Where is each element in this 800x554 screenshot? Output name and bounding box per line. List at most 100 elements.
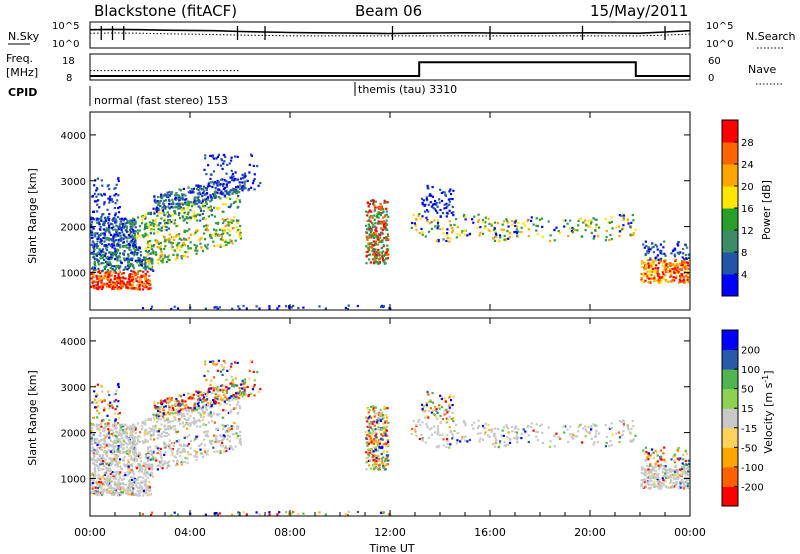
power-cell	[192, 187, 195, 190]
power-cell	[168, 238, 171, 241]
velocity-cell	[221, 399, 224, 402]
power-cell	[148, 221, 151, 224]
velocity-cell	[199, 448, 202, 451]
power-y-tick-label: 4000	[61, 131, 86, 142]
velocity-cell	[125, 463, 129, 466]
nsearch-tick-high: 10^5	[706, 21, 733, 32]
power-cell	[142, 288, 145, 291]
velocity-cell	[380, 453, 383, 456]
power-cell	[153, 195, 156, 198]
velocity-cell	[108, 457, 111, 460]
power-cell	[151, 248, 154, 251]
velocity-cell	[101, 462, 104, 465]
velocity-cell	[113, 487, 116, 491]
power-cell	[103, 221, 106, 224]
power-cell	[427, 203, 430, 206]
power-cell	[372, 234, 375, 237]
velocity-cell	[147, 446, 150, 449]
velocity-cell	[204, 360, 207, 363]
power-cell	[681, 260, 684, 263]
velocity-cell	[132, 435, 135, 438]
power-cell	[133, 275, 136, 278]
power-cell	[381, 228, 385, 231]
power-cell	[121, 231, 124, 234]
power-cell	[178, 237, 181, 240]
velocity-cell	[370, 433, 373, 436]
power-cell	[687, 264, 690, 267]
power-cell	[141, 262, 144, 265]
velocity-cell	[372, 439, 375, 442]
power-cell	[434, 200, 437, 203]
velocity-cell	[381, 417, 384, 420]
power-cell	[111, 200, 114, 203]
power-cell	[170, 220, 173, 223]
cpid-panel: CPID normal (fast stereo) 153 themis (ta…	[8, 82, 457, 107]
power-cell	[385, 236, 388, 239]
power-cell	[184, 250, 187, 254]
power-cell	[144, 249, 147, 253]
velocity-cell	[103, 427, 106, 430]
velocity-cell	[153, 404, 156, 407]
power-cell	[374, 206, 377, 209]
power-cell	[136, 275, 139, 279]
velocity-cell	[158, 464, 161, 467]
velocity-cell	[138, 452, 141, 455]
power-cell	[189, 241, 192, 244]
velocity-cell	[216, 390, 219, 393]
velocity-cell	[436, 430, 439, 433]
power-cell	[436, 205, 439, 208]
velocity-cell	[154, 424, 157, 427]
power-cell	[149, 240, 152, 243]
power-cell	[490, 224, 493, 227]
power-cell	[682, 252, 685, 255]
power-cell	[503, 238, 506, 241]
velocity-cell	[107, 467, 110, 470]
velocity-cell	[93, 459, 96, 462]
velocity-cell	[197, 411, 200, 414]
power-cell	[199, 214, 202, 217]
power-cell	[442, 232, 445, 235]
power-cell	[203, 168, 206, 171]
power-cell	[110, 258, 113, 261]
power-cell	[217, 153, 220, 156]
velocity-cell	[205, 407, 208, 410]
power-cell	[128, 280, 131, 283]
power-cell	[202, 216, 205, 220]
power-cell	[660, 278, 663, 282]
velocity-cell	[216, 414, 219, 417]
velocity-cell	[209, 400, 212, 403]
velocity-cell	[437, 444, 440, 448]
power-cell	[228, 181, 231, 184]
power-cell	[687, 256, 691, 259]
power-cell	[661, 271, 664, 274]
velocity-cell	[136, 422, 140, 425]
velocity-cell	[511, 430, 514, 433]
velocity-cell	[236, 391, 239, 394]
power-cell	[386, 244, 389, 247]
velocity-cell	[139, 468, 142, 471]
velocity-cell	[516, 431, 519, 434]
power-cell	[381, 232, 384, 235]
velocity-cell	[118, 476, 121, 479]
velocity-cell	[451, 411, 454, 414]
power-cell	[644, 272, 647, 275]
velocity-cell	[238, 434, 242, 437]
velocity-cell	[158, 408, 161, 411]
velocity-cell	[368, 464, 371, 467]
power-cell	[93, 184, 96, 187]
power-cell	[547, 220, 550, 223]
power-cell	[524, 224, 527, 227]
velocity-cell	[156, 464, 159, 467]
power-cell	[224, 219, 227, 222]
velocity-cell	[157, 406, 160, 409]
power-cell	[463, 213, 466, 217]
power-cell	[153, 223, 156, 226]
power-cell	[643, 275, 646, 278]
power-cell	[99, 238, 103, 241]
velocity-cell	[126, 443, 129, 446]
power-cell	[383, 259, 386, 262]
power-cell	[139, 259, 142, 262]
velocity-cell	[256, 371, 259, 374]
power-cell	[219, 243, 222, 247]
power-cell	[193, 199, 196, 202]
